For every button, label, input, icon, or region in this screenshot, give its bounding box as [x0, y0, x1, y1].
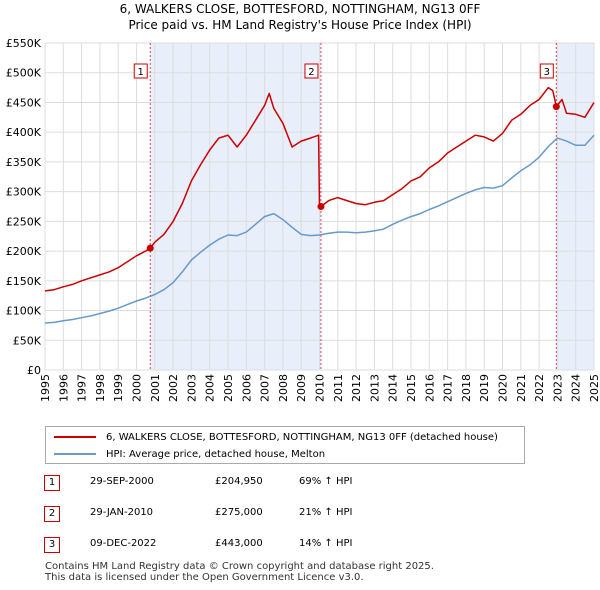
transaction-marker-box — [304, 63, 319, 79]
y-tick-label: £350K — [6, 156, 42, 169]
y-tick-label: £100K — [6, 305, 42, 318]
x-tick-label: 2002 — [167, 374, 180, 402]
legend-item-hpi: HPI: Average price, detached house, Melt… — [54, 446, 325, 462]
footer-licence: This data is licensed under the Open Gov… — [45, 572, 364, 583]
x-tick-label: 2011 — [332, 374, 345, 402]
x-tick-label: 2009 — [295, 374, 308, 402]
transaction-number: 2 — [44, 506, 60, 522]
x-tick-label: 2013 — [368, 374, 381, 402]
y-tick-label: £400K — [6, 126, 42, 139]
transaction-hpi: 21% ↑ HPI — [299, 507, 353, 518]
legend-item-property: 6, WALKERS CLOSE, BOTTESFORD, NOTTINGHAM… — [54, 429, 498, 445]
transaction-number: 3 — [44, 537, 60, 553]
footer-copyright: Contains HM Land Registry data © Crown c… — [45, 561, 434, 572]
x-tick-label: 2017 — [442, 374, 455, 402]
x-tick-label: 1998 — [94, 374, 107, 402]
x-tick-label: 2012 — [350, 374, 363, 402]
x-tick-label: 2014 — [387, 374, 400, 402]
legend-label-property: 6, WALKERS CLOSE, BOTTESFORD, NOTTINGHAM… — [106, 431, 498, 443]
x-tick-label: 2016 — [423, 374, 436, 402]
transaction-hpi: 69% ↑ HPI — [299, 476, 353, 487]
transaction-marker-box — [539, 63, 554, 79]
sale-point — [552, 103, 560, 111]
x-tick-label: 2001 — [149, 374, 162, 402]
transaction-date: 29-JAN-2010 — [90, 507, 154, 518]
y-tick-label: £150K — [6, 275, 42, 288]
x-tick-label: 2006 — [240, 374, 253, 402]
x-tick-label: 2003 — [185, 374, 198, 402]
y-tick-label: £50K — [13, 334, 42, 347]
y-tick-label: £500K — [6, 67, 42, 80]
x-tick-label: 2007 — [259, 374, 272, 402]
x-tick-label: 2008 — [277, 374, 290, 402]
transaction-marker-box — [133, 63, 148, 79]
x-tick-label: 2004 — [204, 374, 217, 402]
x-tick-label: 2020 — [497, 374, 510, 402]
y-tick-label: £300K — [6, 186, 42, 199]
x-tick-label: 1996 — [57, 374, 70, 402]
sale-point — [317, 203, 325, 210]
transaction-price: £275,000 — [215, 507, 263, 518]
transaction-hpi: 14% ↑ HPI — [299, 538, 353, 549]
transaction-marker-label: 3 — [544, 67, 550, 78]
y-tick-label: £450K — [6, 96, 42, 109]
x-tick-label: 2023 — [551, 374, 564, 402]
shaded-region — [150, 43, 321, 370]
series-line-hpi — [44, 134, 595, 324]
y-tick-label: £200K — [6, 245, 42, 258]
transaction-price: £204,950 — [215, 476, 263, 487]
x-tick-label: 2022 — [533, 374, 546, 402]
y-tick-label: £250K — [6, 215, 42, 228]
legend-label-hpi: HPI: Average price, detached house, Melt… — [106, 448, 326, 460]
transaction-price: £443,000 — [215, 538, 263, 549]
x-tick-label: 2021 — [515, 374, 528, 402]
chart-legend: 6, WALKERS CLOSE, BOTTESFORD, NOTTINGHAM… — [45, 426, 525, 464]
x-tick-label: 2010 — [314, 374, 327, 402]
transaction-date: 29-SEP-2000 — [90, 476, 154, 487]
x-tick-label: 2019 — [478, 374, 491, 402]
chart-title: 6, WALKERS CLOSE, BOTTESFORD, NOTTINGHAM… — [119, 2, 481, 16]
legend-line-property — [54, 436, 96, 438]
x-tick-label: 2024 — [570, 374, 583, 402]
x-tick-label: 2025 — [588, 374, 600, 402]
x-tick-label: 1995 — [39, 374, 52, 402]
y-tick-label: £0 — [27, 364, 41, 377]
transaction-date: 09-DEC-2022 — [90, 538, 157, 549]
x-tick-label: 2000 — [131, 374, 144, 402]
x-tick-label: 1997 — [76, 374, 89, 402]
price-chart: £0 £50K £100K £150K £200K £250K £300K £350K £400… — [6, 37, 600, 402]
x-tick-label: 1999 — [112, 374, 125, 402]
transaction-marker-label: 1 — [138, 67, 144, 78]
x-tick-label: 2015 — [405, 374, 418, 402]
sale-point — [146, 244, 154, 252]
y-tick-label: £550K — [6, 37, 42, 50]
legend-line-hpi — [54, 453, 96, 455]
chart-subtitle: Price paid vs. HM Land Registry's House … — [128, 18, 472, 32]
x-tick-label: 2005 — [222, 374, 235, 402]
transaction-marker-label: 2 — [308, 67, 314, 78]
x-tick-label: 2018 — [460, 374, 473, 402]
transaction-number: 1 — [44, 475, 60, 491]
shaded-region — [556, 43, 594, 370]
